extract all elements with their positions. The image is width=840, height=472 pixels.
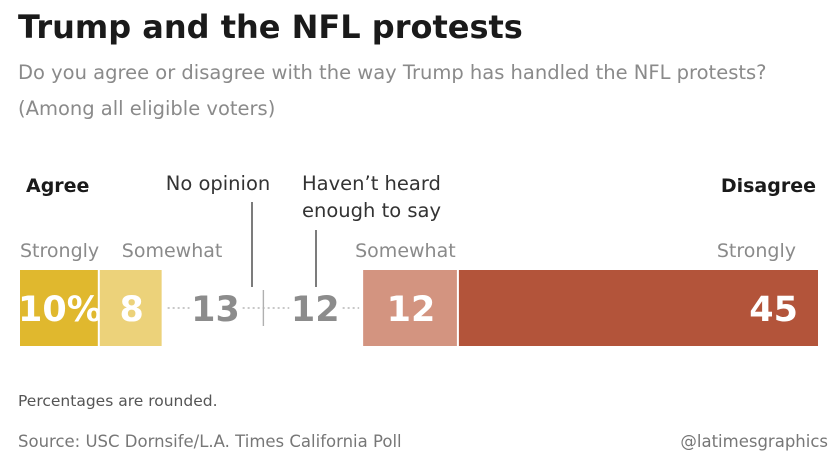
footnote: Percentages are rounded. (18, 392, 218, 410)
bar-segment-1 (20, 270, 98, 346)
category-label-strongly-agree: Strongly (20, 240, 99, 262)
value-label-3: 13 (191, 290, 240, 330)
value-label-5: 12 (387, 290, 436, 330)
value-label-6: 45 (749, 290, 798, 330)
chart-subtitle: Do you agree or disagree with the way Tr… (18, 61, 767, 84)
category-label-somewhat-agree: Somewhat (122, 240, 223, 262)
bar-segment-6 (458, 270, 818, 346)
value-label-backdrop (189, 290, 242, 326)
bar-segment-5 (363, 270, 457, 346)
group-label-agree: Agree (26, 175, 89, 197)
value-label-2: 8 (120, 290, 144, 330)
value-label-1: 10% (18, 290, 102, 330)
callout-no-opinion: No opinion (166, 172, 271, 195)
category-label-strongly-disagree: Strongly (717, 240, 796, 262)
chart-title: Trump and the NFL protests (18, 8, 523, 46)
callout-havent-heard-line2: enough to say (302, 199, 441, 222)
credit: @latimesgraphics (680, 432, 828, 451)
value-label-4: 12 (291, 290, 340, 330)
chart-subtitle-population: (Among all eligible voters) (18, 97, 276, 120)
category-label-somewhat-disagree: Somewhat (355, 240, 456, 262)
group-label-disagree: Disagree (721, 175, 816, 197)
callout-havent-heard-line1: Haven’t heard (302, 172, 441, 195)
source-note: Source: USC Dornsife/L.A. Times Californ… (18, 432, 402, 451)
bar-segment-2 (99, 270, 162, 346)
value-label-backdrop (289, 290, 342, 326)
